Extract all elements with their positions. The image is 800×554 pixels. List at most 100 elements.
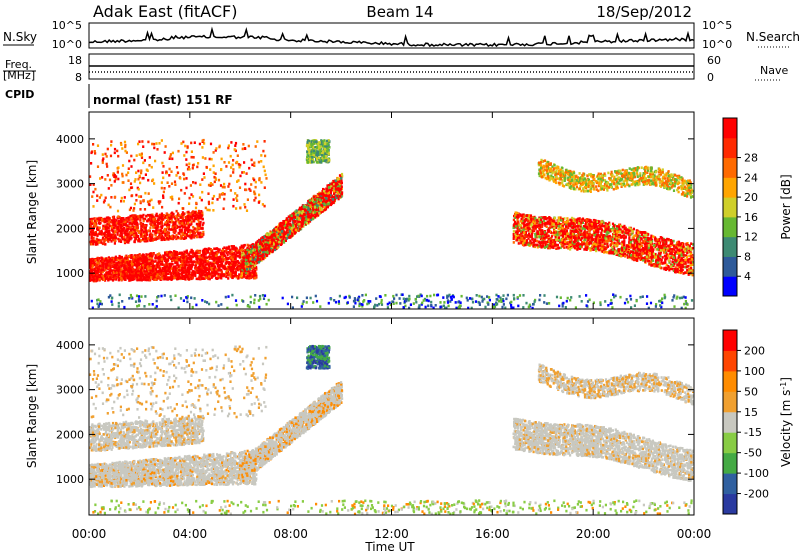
power-cell (161, 162, 163, 165)
power-cell (162, 194, 164, 197)
power-cell (169, 266, 171, 269)
power-cell (186, 250, 188, 253)
power-cell (161, 139, 163, 142)
power-cell (149, 254, 151, 257)
power-cell (215, 272, 217, 275)
power-cell (187, 211, 189, 214)
nave-label: Nave (760, 64, 788, 77)
power-cell (187, 222, 189, 225)
power-cell (143, 220, 145, 223)
power-cell (94, 268, 96, 271)
power-cell (265, 174, 267, 177)
power-cell (139, 175, 141, 178)
power-cell (198, 217, 200, 220)
power-cell (104, 221, 106, 224)
power-cell (198, 236, 200, 239)
power-cell (128, 217, 130, 220)
power-cell (413, 302, 415, 305)
power-cell (198, 261, 200, 264)
power-cell (260, 181, 262, 184)
power-cell (118, 305, 120, 308)
power-cell (215, 172, 217, 175)
nave-tick-bottom: 0 (707, 71, 714, 84)
power-cell (190, 297, 192, 300)
power-cell (180, 220, 182, 223)
power-cell (228, 183, 230, 186)
power-cell (220, 303, 222, 306)
power-cell (182, 271, 184, 274)
power-cell (117, 171, 119, 174)
power-cell (159, 273, 161, 276)
power-cell (160, 295, 162, 298)
power-cell (188, 202, 190, 205)
power-cell (186, 164, 188, 167)
power-cell (586, 304, 588, 307)
power-cell (217, 265, 219, 268)
power-cell (97, 165, 99, 168)
power-cell (244, 183, 246, 186)
power-cell (227, 277, 229, 280)
power-cell (250, 301, 252, 304)
power-cell (338, 300, 340, 303)
power-cell (306, 301, 308, 304)
power-cell (185, 216, 187, 219)
power-cell (253, 299, 255, 302)
nsky-panel: N.Sky 10^5 10^0 10^5 10^0 N.Search (3, 19, 800, 51)
power-cell (149, 239, 151, 242)
power-cell (249, 274, 251, 277)
power-cell (153, 238, 155, 241)
power-cell (259, 295, 261, 298)
power-cell (176, 166, 178, 169)
power-cell (415, 298, 417, 301)
power-cell (151, 221, 153, 224)
power-cell (204, 300, 206, 303)
power-cell (183, 299, 185, 302)
power-cell (150, 224, 152, 227)
power-cell (507, 294, 509, 297)
power-cell (200, 217, 202, 220)
power-cell (167, 260, 169, 263)
power-cell (139, 219, 141, 222)
power-cell (107, 238, 109, 241)
power-cell (223, 266, 225, 269)
power-cell (231, 294, 233, 297)
power-cell (110, 196, 112, 199)
power-cell (137, 223, 139, 226)
power-cell (302, 303, 304, 306)
power-cell (379, 295, 381, 298)
power-cell (448, 305, 450, 308)
power-cell (333, 299, 335, 302)
power-cell (199, 255, 201, 258)
power-cell (503, 303, 505, 306)
power-cell (185, 237, 187, 240)
power-cell (171, 198, 173, 201)
power-cell (457, 301, 459, 304)
radar-figure: Adak East (fitACF) Beam 14 18/Sep/2012 N… (0, 0, 800, 554)
power-cell (116, 150, 118, 153)
power-cell (190, 267, 192, 270)
power-cell (236, 180, 238, 183)
power-cell (110, 144, 112, 147)
power-cell (149, 263, 151, 266)
power-cell (259, 298, 261, 301)
power-cell (152, 262, 154, 265)
power-cell (182, 257, 184, 260)
power-cell (443, 305, 445, 308)
power-cell (149, 234, 151, 237)
power-cell (171, 275, 173, 278)
power-cell (114, 270, 116, 273)
power-cell (174, 183, 176, 186)
power-cell (230, 166, 232, 169)
power-cell (151, 166, 153, 169)
power-cell (128, 189, 130, 192)
power-cell (213, 176, 215, 179)
power-cell (129, 221, 131, 224)
power-cell (223, 198, 225, 201)
power-cell (234, 258, 236, 261)
power-cell (180, 297, 182, 300)
power-cell (107, 148, 109, 151)
power-cell (410, 303, 412, 306)
power-cell (232, 171, 234, 174)
power-cell (97, 217, 99, 220)
power-cell (137, 255, 139, 258)
